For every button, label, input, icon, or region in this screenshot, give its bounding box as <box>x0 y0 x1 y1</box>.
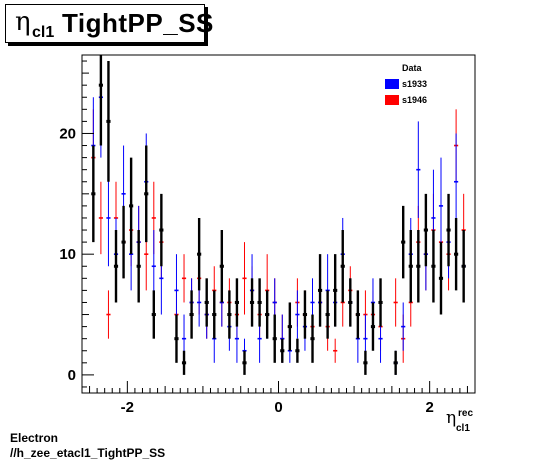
plot-frame <box>81 54 476 394</box>
legend-swatch-s1946 <box>385 95 399 105</box>
legend-swatch-s1933 <box>385 79 399 89</box>
legend-label-data: Data <box>402 63 423 73</box>
legend: Data s1933 s1946 <box>385 63 427 105</box>
title-subscript: cl1 <box>32 24 55 41</box>
title-symbol: η <box>15 7 31 37</box>
y-tick-label: 20 <box>59 125 76 142</box>
y-tick-label: 0 <box>68 367 76 384</box>
x-axis-label: η rec cl1 <box>446 408 473 434</box>
legend-label-s1933: s1933 <box>402 79 427 89</box>
y-tick-label: 10 <box>59 246 76 263</box>
title-box: η cl1 TightPP_SS <box>5 4 213 43</box>
x-tick-label: 2 <box>425 399 433 416</box>
x-tick-label: 0 <box>274 399 282 416</box>
x-axis-symbol: η <box>446 408 456 428</box>
title-text: TightPP_SS <box>62 8 214 38</box>
footer-line1: Electron <box>10 431 59 445</box>
x-tick-label: -2 <box>121 399 134 416</box>
chart-marks <box>91 55 466 375</box>
legend-label-s1946: s1946 <box>402 95 427 105</box>
x-axis-subscript: cl1 <box>456 423 470 434</box>
footer-line2: //h_zee_etacl1_TightPP_SS <box>10 446 166 460</box>
x-axis-superscript: rec <box>458 408 473 419</box>
